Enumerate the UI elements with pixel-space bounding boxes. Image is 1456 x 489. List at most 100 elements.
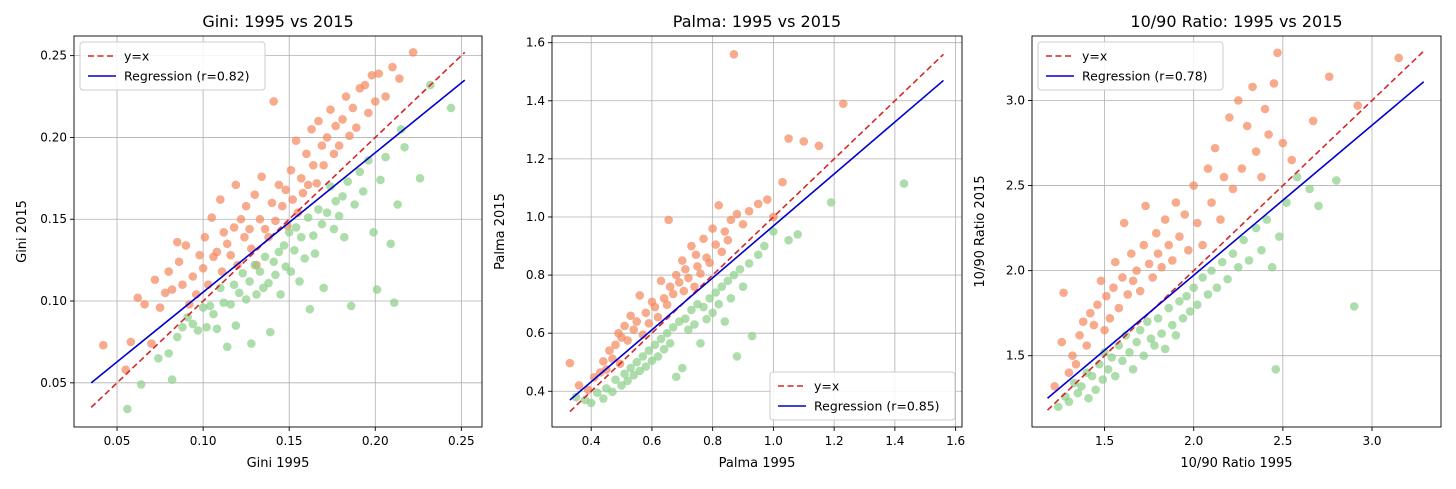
data-point bbox=[1143, 317, 1152, 326]
data-point bbox=[164, 267, 173, 276]
data-point bbox=[769, 227, 778, 236]
data-point bbox=[303, 180, 313, 190]
data-point bbox=[247, 339, 256, 348]
data-point bbox=[620, 369, 629, 379]
data-point bbox=[400, 142, 409, 152]
data-point bbox=[1349, 302, 1359, 311]
data-point bbox=[1192, 300, 1202, 309]
data-point bbox=[250, 260, 260, 270]
data-point bbox=[665, 339, 675, 348]
data-point bbox=[1077, 382, 1086, 391]
data-point bbox=[653, 312, 663, 322]
x-tick-label: 1.0 bbox=[764, 434, 783, 448]
data-point bbox=[1123, 290, 1133, 299]
x-tick-label: 1.4 bbox=[885, 434, 904, 448]
data-point bbox=[369, 228, 378, 237]
data-point bbox=[1278, 138, 1288, 148]
data-point bbox=[611, 375, 620, 384]
data-point bbox=[386, 239, 396, 249]
data-point bbox=[1171, 330, 1181, 340]
data-point bbox=[684, 325, 693, 334]
y-tick-label: 0.10 bbox=[40, 294, 67, 308]
data-point bbox=[699, 302, 708, 312]
data-point bbox=[641, 362, 651, 371]
data-point bbox=[1151, 228, 1161, 238]
chart-title: 10/90 Ratio: 1995 vs 2015 bbox=[1130, 12, 1342, 31]
data-point bbox=[1237, 164, 1247, 173]
data-point bbox=[322, 133, 332, 142]
data-point bbox=[747, 331, 757, 341]
data-point bbox=[295, 277, 304, 286]
y-axis-label: Palma 2015 bbox=[493, 193, 508, 270]
data-point bbox=[1175, 296, 1184, 306]
data-point bbox=[1102, 291, 1111, 301]
data-point bbox=[1242, 121, 1252, 131]
data-point bbox=[1150, 341, 1159, 350]
data-point bbox=[140, 300, 149, 309]
data-point bbox=[1093, 300, 1102, 309]
data-point bbox=[1071, 359, 1081, 369]
data-point bbox=[395, 74, 404, 83]
data-point bbox=[389, 298, 399, 307]
data-point bbox=[753, 250, 763, 260]
data-point bbox=[681, 314, 690, 323]
data-point bbox=[231, 321, 241, 330]
data-point bbox=[307, 124, 316, 134]
data-point bbox=[738, 282, 748, 291]
data-point bbox=[274, 180, 284, 190]
data-point bbox=[635, 366, 645, 376]
data-point bbox=[264, 278, 273, 288]
data-point bbox=[641, 308, 651, 318]
legend-box bbox=[1037, 41, 1224, 91]
data-point bbox=[1239, 235, 1248, 245]
data-point bbox=[1059, 288, 1068, 298]
identity-line bbox=[1046, 50, 1425, 411]
data-point bbox=[668, 323, 678, 332]
data-point bbox=[338, 115, 347, 124]
data-point bbox=[234, 288, 244, 298]
data-point bbox=[308, 160, 318, 170]
data-point bbox=[236, 214, 246, 224]
data-point bbox=[838, 99, 848, 108]
data-point bbox=[202, 322, 211, 332]
x-tick-label: 0.20 bbox=[362, 434, 389, 448]
data-point bbox=[293, 208, 303, 217]
data-point bbox=[1244, 256, 1254, 265]
data-point bbox=[1148, 273, 1158, 282]
data-point bbox=[1053, 402, 1063, 412]
data-point bbox=[352, 123, 361, 132]
data-point bbox=[635, 291, 645, 300]
data-point bbox=[358, 187, 368, 196]
data-point bbox=[714, 201, 724, 210]
data-point bbox=[1225, 113, 1234, 122]
data-point bbox=[1091, 385, 1100, 395]
data-point bbox=[271, 216, 280, 226]
data-point bbox=[778, 177, 787, 187]
legend-label-identity: y=x bbox=[814, 379, 839, 394]
data-point bbox=[623, 376, 632, 386]
data-point bbox=[1185, 307, 1195, 316]
data-point bbox=[291, 136, 301, 146]
x-tick-label: 0.05 bbox=[104, 434, 131, 448]
data-point bbox=[1146, 334, 1156, 343]
data-point bbox=[759, 241, 769, 251]
data-point bbox=[726, 215, 736, 225]
data-point bbox=[684, 273, 693, 283]
regression-line bbox=[1046, 81, 1425, 399]
data-point bbox=[305, 304, 315, 314]
data-point bbox=[638, 352, 648, 361]
data-point bbox=[687, 305, 696, 315]
data-point bbox=[155, 303, 165, 312]
x-tick-label: 0.8 bbox=[703, 434, 722, 448]
data-point bbox=[288, 195, 297, 204]
x-tick-label: 0.10 bbox=[190, 434, 217, 448]
data-point bbox=[178, 322, 187, 332]
data-point bbox=[1064, 397, 1074, 406]
data-point bbox=[644, 318, 654, 328]
data-point bbox=[1160, 215, 1170, 224]
data-point bbox=[298, 188, 308, 198]
data-point bbox=[662, 328, 672, 338]
data-point bbox=[1157, 329, 1166, 338]
data-point bbox=[784, 134, 793, 143]
